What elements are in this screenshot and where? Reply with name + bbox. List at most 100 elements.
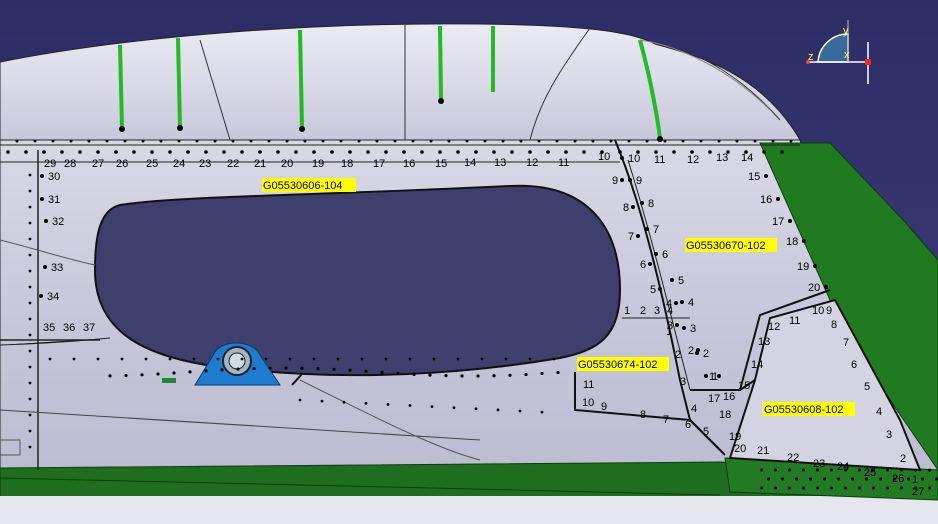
rivet: [411, 139, 415, 143]
rivet: [28, 285, 32, 289]
doubler-panel: [728, 298, 922, 472]
center-right-number-rivet-9: [704, 374, 708, 378]
rivet: [795, 477, 799, 481]
center-left-number-8: 1: [709, 371, 715, 383]
rivet: [144, 357, 148, 361]
rivet: [480, 357, 484, 361]
rivet: [96, 357, 100, 361]
rivet: [303, 139, 307, 143]
yellow-number-8: 6: [851, 359, 857, 371]
top-row-number-1: 28: [64, 158, 76, 170]
rivet: [767, 477, 771, 481]
rivet: [294, 150, 298, 154]
rivet: [186, 150, 190, 154]
rivet: [28, 269, 32, 273]
rivet: [28, 301, 32, 305]
rivet: [28, 253, 32, 257]
rivet: [476, 374, 480, 378]
center-left-number-0: 9: [612, 175, 618, 187]
rivet: [504, 357, 508, 361]
top-row-number-2: 27: [92, 158, 104, 170]
rivet: [428, 373, 432, 377]
rivet: [555, 139, 559, 143]
red-number-4: 10: [582, 397, 594, 409]
rivet: [430, 405, 434, 408]
rivet: [788, 486, 792, 490]
top-row-number-7: 22: [227, 158, 239, 170]
rivet: [735, 139, 739, 143]
lower-row-number-0: 35: [43, 322, 55, 334]
rivet: [914, 486, 918, 490]
rivet: [249, 139, 253, 143]
rivet: [105, 139, 109, 143]
part-label-g05530606-104: G05530606-104: [263, 180, 343, 192]
red-number-5: 9: [601, 401, 607, 413]
rivet: [771, 139, 775, 143]
left-col-number-3: 33: [51, 262, 63, 274]
right-col-number-1: 16: [760, 194, 772, 206]
rivet: [809, 477, 813, 481]
rivet: [192, 357, 196, 361]
center-left-number-3: 6: [640, 259, 646, 271]
rivet: [438, 150, 442, 154]
center-right-number-rivet-3: [645, 227, 649, 231]
rivet: [28, 445, 32, 449]
rivet: [357, 139, 361, 143]
right-col-number-5: 20: [808, 282, 820, 294]
rivet: [240, 150, 244, 154]
yellow-number-24: 2: [900, 453, 906, 465]
rivet: [28, 333, 32, 337]
top-row-number-10: 19: [312, 158, 324, 170]
rivet: [508, 373, 512, 377]
small-row-number-1: 2: [640, 305, 646, 317]
red-number-1: 2: [675, 349, 681, 361]
part-label-g05530608-102: G05530608-102: [764, 404, 844, 416]
axis-compass[interactable]: y x z: [806, 20, 871, 84]
rivet: [600, 150, 604, 154]
rivet: [921, 477, 925, 481]
top-row-number-4: 25: [146, 158, 158, 170]
center-right-number-6: 4: [688, 297, 694, 309]
rivet: [447, 139, 451, 143]
top-row-number-12: 17: [373, 158, 385, 170]
small-row-number-0: 1: [624, 305, 630, 317]
center-left-number-rivet-5: [674, 301, 678, 305]
yellow-number-10: 5: [864, 381, 870, 393]
rivet: [108, 374, 112, 378]
rivet: [51, 139, 55, 143]
rivet: [654, 150, 658, 154]
center-right-number-9: 1: [712, 371, 718, 383]
mid-top-number-1: 12: [687, 154, 699, 166]
rivet: [830, 468, 834, 472]
rivet: [300, 366, 304, 370]
rivet: [907, 477, 911, 481]
yellow-number-22: 25: [864, 467, 876, 479]
rivet: [837, 477, 841, 481]
rivet: [699, 139, 703, 143]
part-labels: G05530606-104 G05530670-102 G05530674-10…: [262, 178, 855, 416]
rivet: [28, 205, 32, 209]
rivet: [582, 150, 586, 154]
left-col-number-2: 32: [52, 216, 64, 228]
left-col-number-rivet-4: [39, 294, 43, 298]
red-number-10: 5: [703, 426, 709, 438]
rivet: [364, 369, 368, 373]
right-col-number-rivet-5: [824, 285, 828, 289]
rivet: [28, 349, 32, 353]
rivet: [360, 357, 364, 361]
top-row-number-18: 11: [558, 157, 569, 169]
rivet: [762, 150, 766, 154]
yellow-number-16: 3: [886, 429, 892, 441]
rivet: [240, 357, 244, 361]
rivet: [312, 357, 316, 361]
left-col-number-rivet-3: [43, 265, 47, 269]
rivet: [412, 372, 416, 376]
right-col-number-4: 19: [797, 261, 809, 273]
rivet: [402, 150, 406, 154]
left-col-number-1: 31: [48, 194, 60, 206]
rivet: [781, 477, 785, 481]
rivet: [321, 139, 325, 143]
red-number-6: 8: [640, 409, 646, 421]
